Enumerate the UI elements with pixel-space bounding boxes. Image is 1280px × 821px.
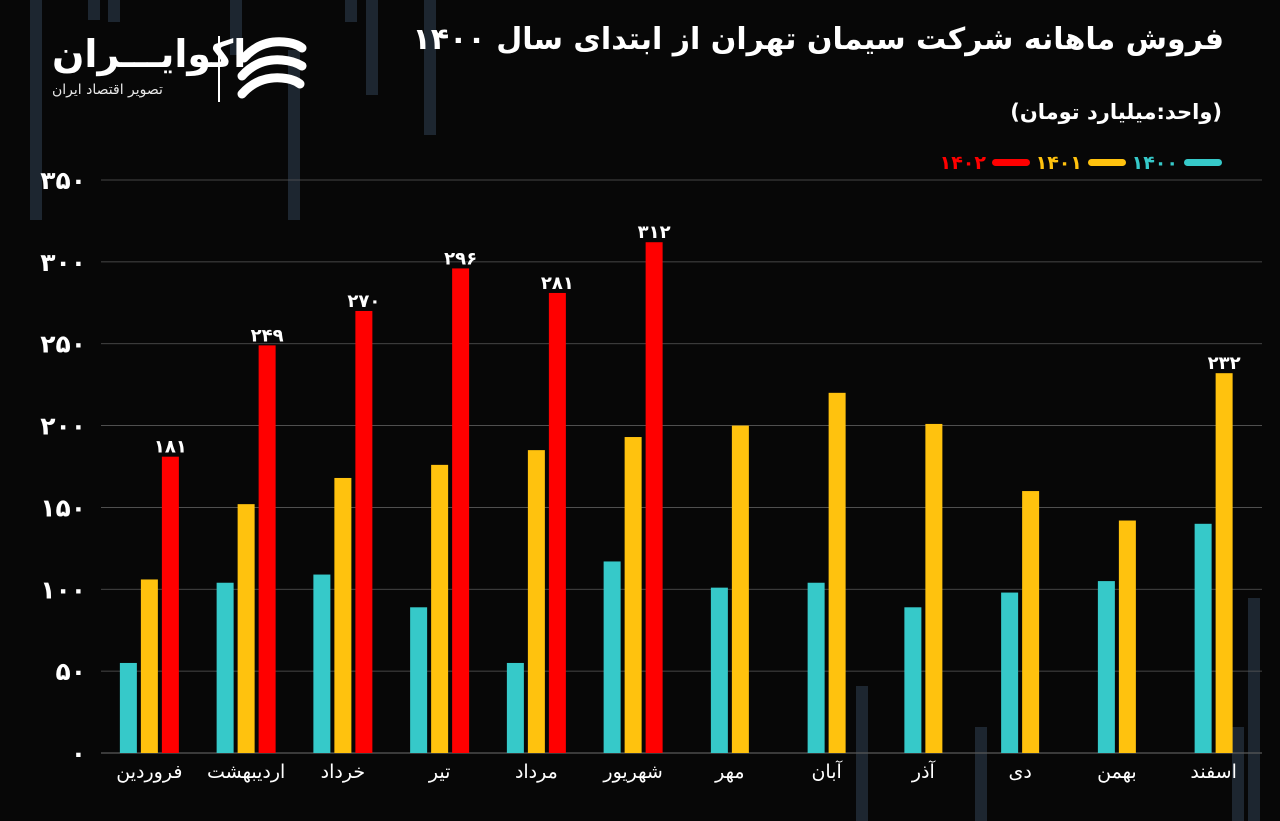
background-candle-decoration — [975, 727, 987, 821]
bar — [119, 662, 137, 753]
background-candle-decoration — [288, 50, 300, 220]
background-candle-decoration — [345, 0, 357, 22]
bar — [904, 607, 922, 753]
x-tick-label: شهریور — [602, 761, 662, 783]
background-candle-decoration — [108, 0, 120, 22]
x-tick-label: دی — [1008, 761, 1031, 783]
data-label: ۲۹۶ — [444, 248, 477, 269]
bar — [1097, 581, 1115, 753]
bar — [624, 437, 642, 753]
y-tick-label: ۳۵۰ — [40, 166, 86, 195]
x-tick-label: اردیبهشت — [207, 761, 285, 783]
bar — [1215, 373, 1233, 753]
background-candle-decoration — [1232, 727, 1244, 821]
bar — [925, 423, 943, 753]
y-tick-label: ۲۰۰ — [40, 412, 86, 441]
legend-label: ۱۴۰۰ — [1132, 152, 1178, 174]
bar — [355, 310, 373, 753]
bar — [603, 561, 621, 753]
bar — [258, 345, 276, 753]
y-tick-label: ۰ — [71, 739, 86, 768]
logo-name: اکوایـــران — [52, 32, 247, 76]
bar — [161, 456, 179, 753]
data-label: ۲۸۱ — [541, 273, 574, 294]
bar — [216, 582, 234, 753]
data-label: ۲۷۰ — [347, 291, 380, 312]
bar — [140, 579, 158, 753]
x-tick-label: خرداد — [321, 761, 365, 783]
logo-tagline: تصویر اقتصاد ایران — [52, 82, 163, 98]
x-tick-label: تیر — [428, 761, 451, 783]
bar — [1194, 523, 1212, 753]
bar — [313, 574, 331, 753]
bar — [710, 587, 728, 753]
y-tick-label: ۵۰ — [55, 657, 86, 686]
bar — [431, 464, 449, 753]
background-candle-decoration — [366, 0, 378, 95]
y-tick-label: ۱۰۰ — [40, 575, 86, 604]
legend-swatch — [1184, 159, 1222, 166]
x-tick-label: مرداد — [515, 761, 558, 783]
bar — [410, 607, 428, 753]
x-tick-label: اسفند — [1190, 761, 1237, 783]
bar — [1118, 520, 1136, 753]
bar — [1001, 592, 1019, 753]
y-tick-label: ۲۵۰ — [40, 330, 86, 359]
y-tick-label: ۳۰۰ — [40, 248, 86, 277]
bar — [1022, 491, 1040, 753]
data-label: ۱۸۱ — [154, 437, 187, 458]
background-candle-decoration — [30, 0, 42, 220]
x-tick-label: فروردین — [116, 761, 182, 783]
chart-title: فروش ماهانه شرکت سیمان تهران از ابتدای س… — [412, 22, 1225, 57]
background-candle-decoration — [88, 0, 100, 20]
logo: اکوایـــران تصویر اقتصاد ایران — [48, 30, 318, 110]
data-label: ۲۳۲ — [1208, 353, 1241, 374]
bar — [334, 477, 352, 753]
logo-mark-icon — [237, 37, 307, 99]
data-label: ۳۱۲ — [638, 222, 671, 243]
bar — [548, 292, 566, 753]
bar — [645, 242, 663, 753]
x-tick-label: بهمن — [1097, 761, 1137, 783]
y-tick-label: ۱۵۰ — [40, 493, 86, 522]
chart-subtitle: (واحد:میلیارد تومان) — [1010, 100, 1222, 124]
bar — [807, 582, 825, 753]
background-candle-decoration — [424, 0, 436, 135]
legend-label: ۱۴۰۲ — [940, 152, 987, 174]
legend-swatch — [1088, 159, 1126, 166]
x-tick-label: آبان — [811, 759, 842, 783]
background-candle-decoration — [1248, 598, 1260, 821]
bar — [452, 268, 470, 753]
bar — [237, 504, 255, 753]
bar — [527, 450, 545, 753]
legend-swatch — [992, 159, 1030, 166]
x-tick-label: مهر — [714, 761, 744, 783]
bar — [828, 392, 846, 753]
logo-divider — [218, 36, 220, 102]
legend-label: ۱۴۰۱ — [1036, 152, 1082, 174]
bar — [731, 425, 749, 753]
background-candle-decoration — [230, 0, 242, 55]
data-label: ۲۴۹ — [251, 325, 284, 346]
x-tick-label: آذر — [911, 759, 936, 783]
bar — [506, 662, 524, 753]
